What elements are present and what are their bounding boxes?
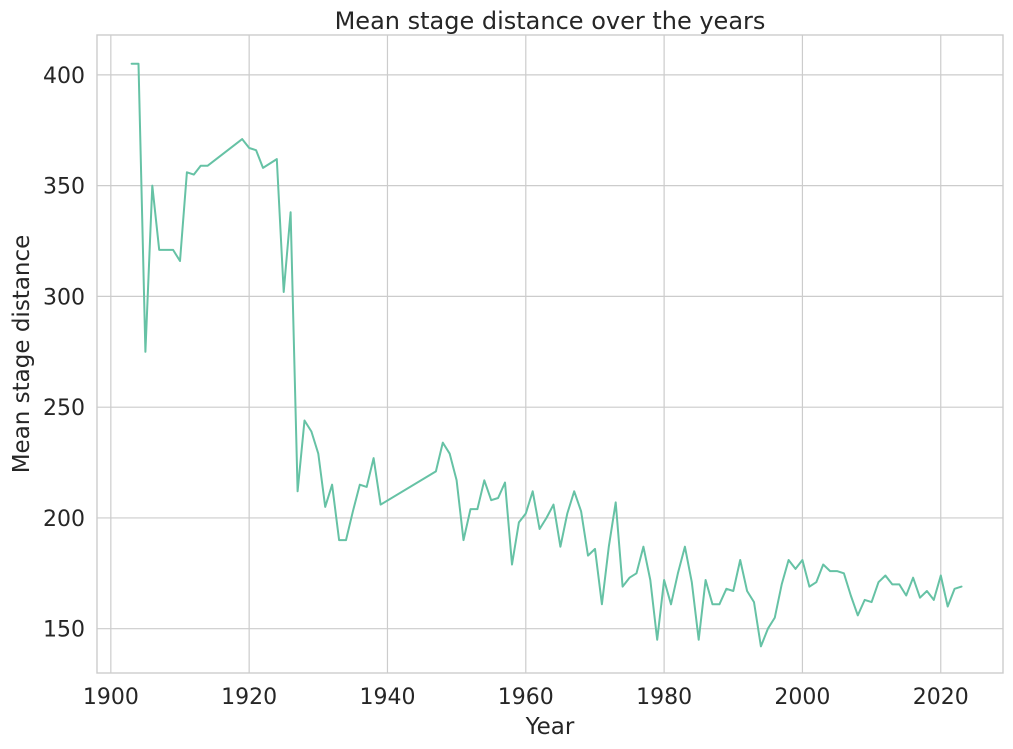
x-tick-label: 2000 bbox=[774, 685, 830, 710]
y-tick-label: 400 bbox=[43, 64, 85, 89]
x-tick-label: 2020 bbox=[913, 685, 969, 710]
chart-title: Mean stage distance over the years bbox=[335, 7, 766, 35]
y-tick-label: 200 bbox=[43, 507, 85, 532]
x-tick-label: 1920 bbox=[221, 685, 277, 710]
series-line bbox=[130, 62, 963, 648]
y-tick-label: 150 bbox=[43, 618, 85, 643]
y-tick-label: 250 bbox=[43, 396, 85, 421]
y-tick-label: 350 bbox=[43, 175, 85, 200]
x-tick-label: 1900 bbox=[83, 685, 139, 710]
y-gridlines bbox=[97, 74, 1003, 630]
x-gridlines bbox=[110, 35, 942, 673]
x-tick-labels: 1900 1920 1940 1960 1980 2000 2020 bbox=[83, 685, 969, 710]
y-axis-title: Mean stage distance bbox=[9, 235, 35, 474]
y-tick-label: 300 bbox=[43, 285, 85, 310]
y-tick-labels: 150 200 250 300 350 400 bbox=[43, 64, 85, 643]
plot-frame bbox=[96, 34, 1004, 674]
x-tick-label: 1980 bbox=[636, 685, 692, 710]
x-axis-title: Year bbox=[525, 714, 575, 740]
x-tick-label: 1960 bbox=[498, 685, 554, 710]
x-tick-label: 1940 bbox=[359, 685, 415, 710]
